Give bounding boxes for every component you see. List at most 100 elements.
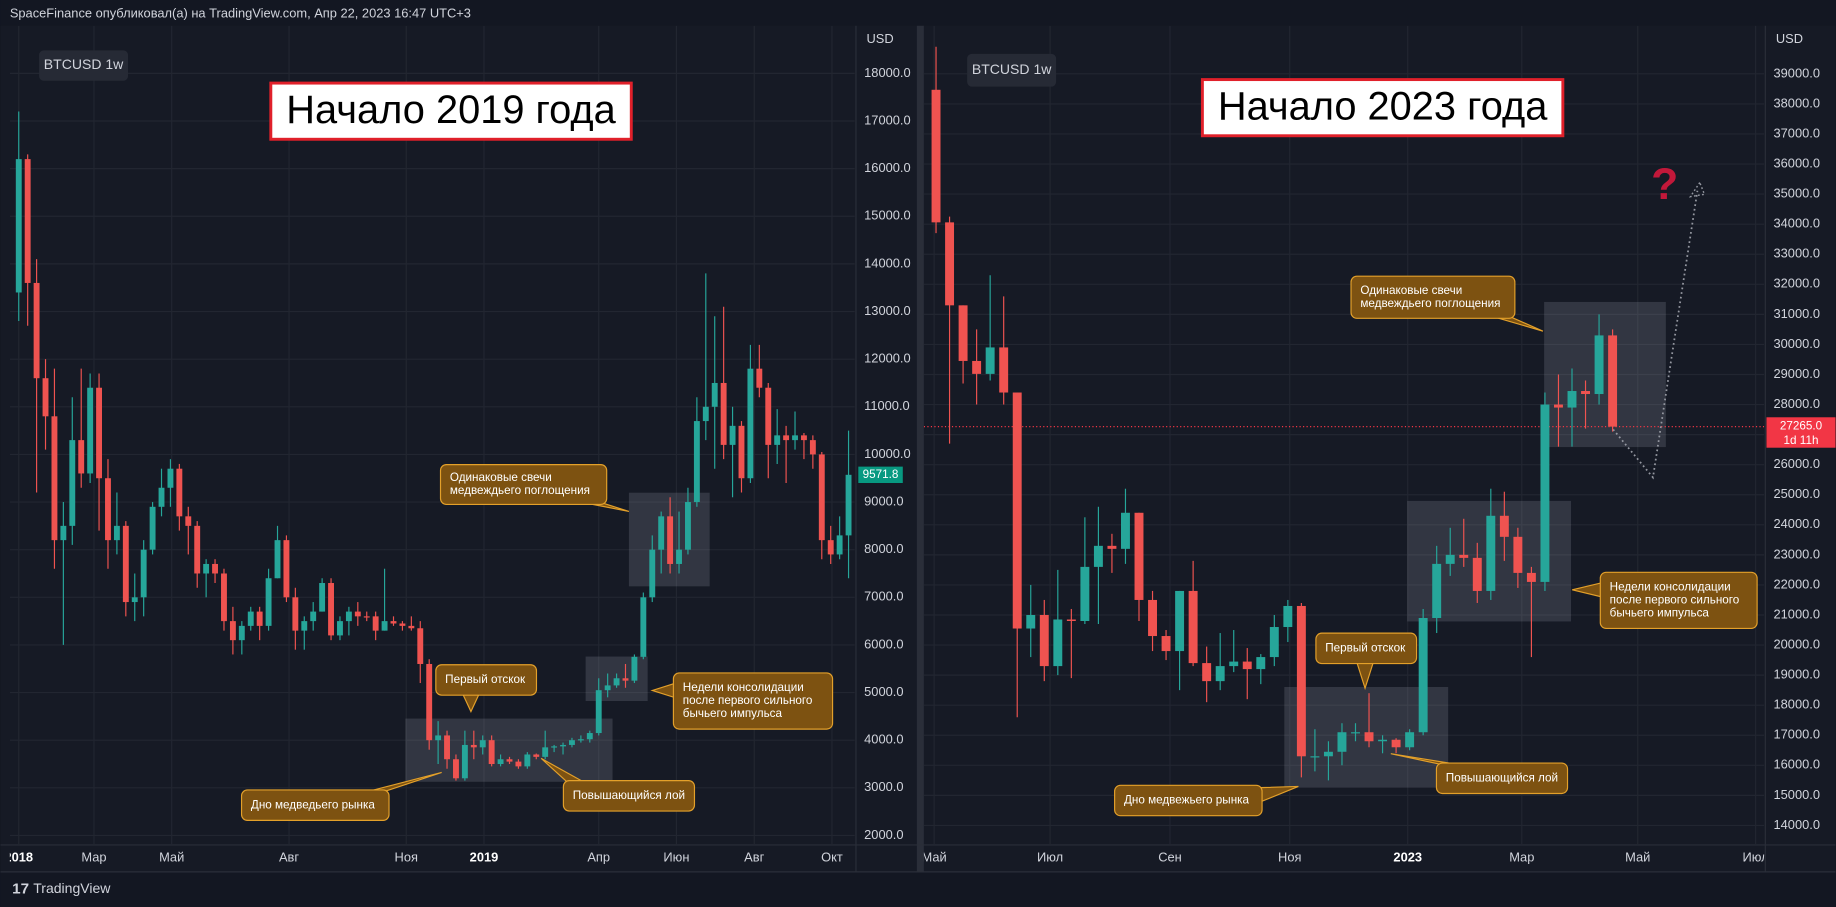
x-tick-label: Ноя [1278, 849, 1301, 864]
candle-body [1445, 554, 1455, 564]
candle-body [958, 305, 968, 361]
candle-body [461, 744, 468, 779]
candle-body [1526, 572, 1536, 582]
y-tick-label: 6000.0 [864, 636, 903, 651]
y-tick-label: 11000.0 [864, 398, 910, 413]
callout-text: Недели консолидации [1610, 581, 1731, 594]
candle-body [533, 754, 540, 757]
candle-body [488, 740, 495, 765]
callout-text: бычьего импульса [683, 707, 783, 720]
candle-body [105, 478, 111, 541]
x-tick-label: Май [1625, 849, 1650, 864]
candle-body [577, 739, 584, 741]
callout-text: Одинаковые свечи [450, 471, 552, 484]
candle-body [658, 516, 665, 550]
candle-body [836, 535, 843, 555]
candle-body [140, 549, 147, 598]
callout-box [240, 789, 390, 821]
y-tick-label: 8000.0 [864, 541, 903, 556]
candle-body [354, 611, 361, 617]
callout-text: медвеждьего поглощения [450, 484, 590, 497]
last-price-tag [858, 466, 903, 483]
candle-body [176, 468, 183, 517]
candle-body [337, 621, 343, 636]
candle-body [453, 759, 459, 779]
symbol-label: BTCUSD 1w [44, 56, 124, 72]
candle-body [42, 378, 49, 417]
x-tick-label: Июл [1743, 849, 1769, 864]
candle-body [87, 387, 94, 474]
candle-body [426, 663, 433, 741]
x-tick-label: Авг [744, 849, 764, 864]
callout-box [435, 664, 538, 696]
candle-body [15, 159, 22, 293]
candle-body [292, 597, 299, 631]
candle-body [158, 487, 165, 507]
candle-body [444, 735, 450, 760]
callout-box [1315, 632, 1418, 665]
candle-body [221, 573, 227, 622]
left-panel [0, 25, 917, 872]
candle-body [613, 678, 620, 686]
y-tick-label: 12000.0 [864, 351, 910, 366]
callout-box [439, 464, 608, 505]
candle-body [1093, 545, 1103, 567]
candle-body [1107, 545, 1117, 549]
y-tick-label: 32000.0 [1774, 276, 1820, 291]
candle-body [283, 540, 290, 598]
candle-body [756, 368, 763, 388]
candle-body [676, 549, 682, 564]
candle-body [265, 578, 272, 626]
y-tick-label: 35000.0 [1774, 186, 1820, 201]
candle-body [1175, 590, 1185, 652]
y-tick-label: 2000.0 [864, 827, 903, 842]
candle-body [1567, 391, 1577, 408]
y-tick-label: 14000.0 [864, 255, 910, 270]
candle-body [256, 611, 263, 626]
candle-body [818, 454, 825, 541]
candle-body [1554, 404, 1563, 408]
logo-mark: 17 [12, 880, 29, 897]
y-tick-label: 10000.0 [864, 446, 910, 461]
candle-body [1499, 515, 1509, 537]
candle-body [1202, 663, 1212, 682]
last-price-label: 27265.0 [1780, 420, 1823, 433]
candle-body [667, 516, 674, 564]
callout-text: Повышающийся лой [1446, 771, 1558, 784]
candle-body [113, 525, 120, 541]
currency-label: USD [867, 31, 894, 46]
callout-box [1114, 784, 1263, 817]
candle-body [711, 382, 718, 407]
x-tick-label: Май [922, 849, 947, 864]
candle-body [999, 347, 1009, 393]
candle-body [738, 425, 745, 479]
symbol-badge [967, 53, 1057, 87]
y-tick-label: 18000.0 [864, 65, 910, 80]
y-tick-label: 33000.0 [1774, 246, 1820, 261]
symbol-label: BTCUSD 1w [972, 61, 1052, 77]
y-tick-label: 20000.0 [1774, 636, 1820, 651]
y-tick-label: 39000.0 [1774, 65, 1820, 80]
x-tick-label: Авг [279, 849, 299, 864]
y-tick-label: 38000.0 [1774, 95, 1820, 110]
candle-body [470, 744, 477, 748]
candle-body [985, 347, 995, 374]
candle-body [319, 583, 326, 612]
candle-body [212, 563, 218, 574]
right-panel [923, 25, 1836, 872]
candle-body [1472, 557, 1482, 591]
candle-body [1229, 661, 1239, 667]
candle-body [497, 759, 504, 765]
candle-body [765, 387, 772, 445]
callout-text: после первого сильного [1610, 593, 1740, 606]
candle-body [1215, 666, 1225, 682]
y-tick-label: 30000.0 [1774, 336, 1820, 351]
callout-text: Первый отскок [445, 673, 526, 686]
candle-body [24, 159, 31, 283]
candle-body [542, 747, 549, 757]
y-tick-label: 19000.0 [1774, 667, 1820, 682]
candle-body [1459, 554, 1469, 558]
callout-text: Первый отскок [1325, 641, 1406, 654]
candle-body [149, 506, 156, 550]
y-tick-label: 16000.0 [864, 160, 910, 175]
